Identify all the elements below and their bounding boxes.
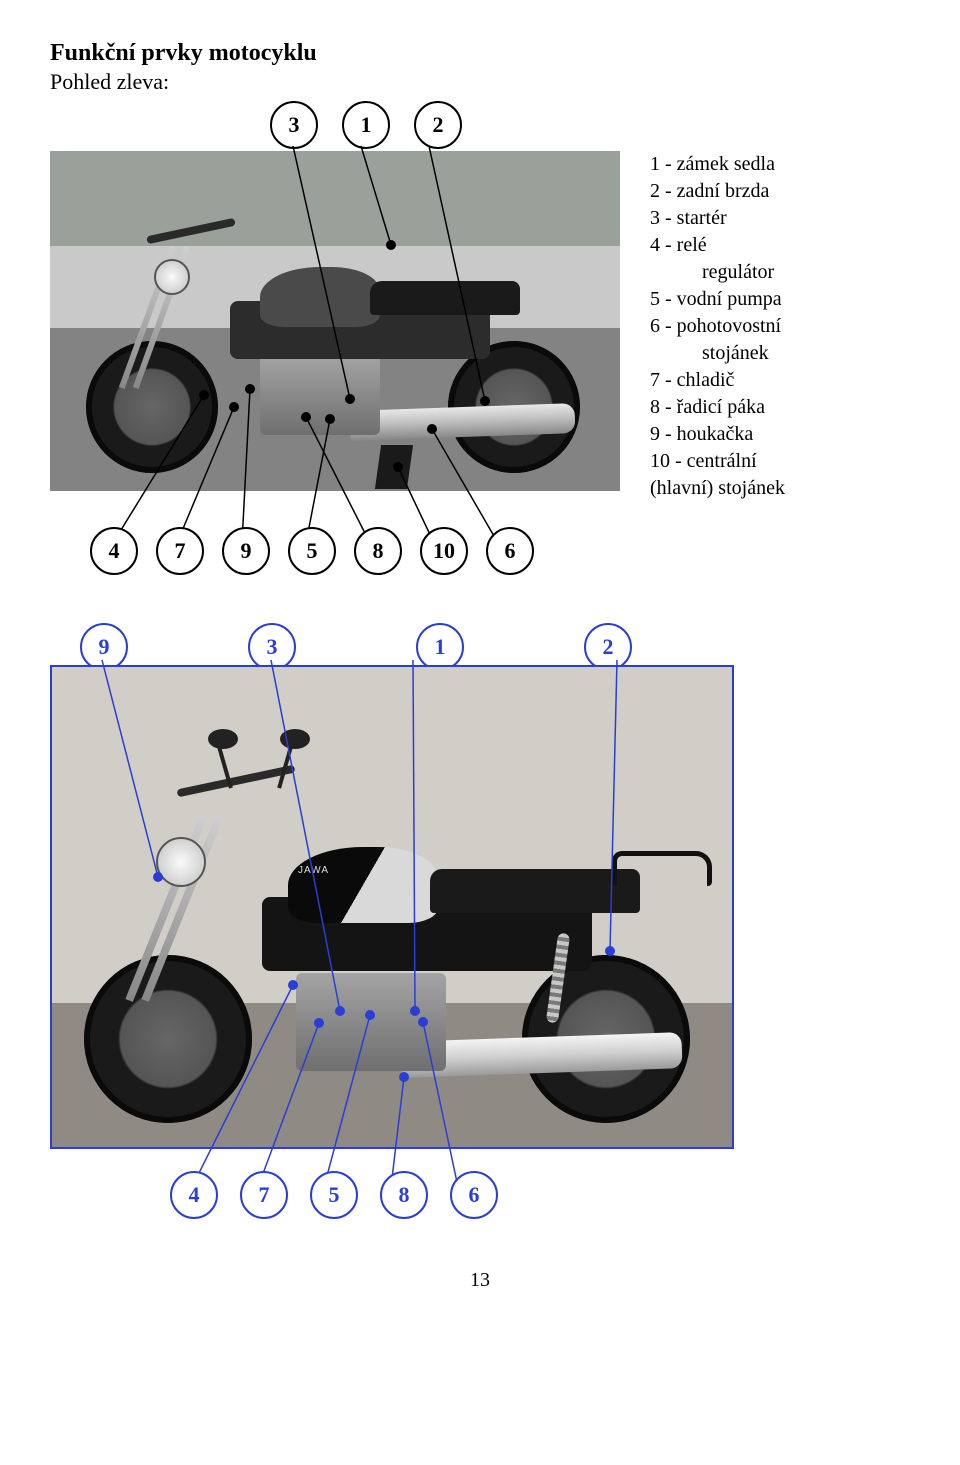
- callout-bubble: 7: [240, 1171, 288, 1219]
- section-heading: Funkční prvky motocyklu: [50, 40, 910, 67]
- callout-bubble: 9: [222, 527, 270, 575]
- legend-item: 9 - houkačka: [650, 421, 785, 448]
- callout-bubble: 2: [414, 101, 462, 149]
- legend-item: 1 - zámek sedla: [650, 151, 785, 178]
- callout-bubble: 3: [248, 623, 296, 671]
- figure-a-top-bubbles: 3 1 2: [270, 101, 462, 149]
- legend-item: 7 - chladič: [650, 367, 785, 394]
- callout-bubble: 5: [310, 1171, 358, 1219]
- legend-item: 5 - vodní pumpa: [650, 286, 785, 313]
- figure-bottom: 9 3 1 2 JAWA: [50, 615, 910, 1245]
- callout-bubble: 6: [486, 527, 534, 575]
- callout-bubble: 9: [80, 623, 128, 671]
- callout-bubble: 5: [288, 527, 336, 575]
- figure-a-bottom-bubbles: 4 7 9 5 8 10 6: [90, 527, 534, 575]
- callout-bubble: 10: [420, 527, 468, 575]
- legend-item: 3 - startér: [650, 205, 785, 232]
- section-subheading: Pohled zleva:: [50, 69, 910, 95]
- legend-item: 4 - relé: [650, 232, 785, 259]
- legend-list: 1 - zámek sedla 2 - zadní brzda 3 - star…: [650, 151, 785, 502]
- figure-b-top-bubbles: 9 3 1 2: [80, 623, 632, 671]
- callout-bubble: 3: [270, 101, 318, 149]
- legend-item: 8 - řadicí páka: [650, 394, 785, 421]
- callout-bubble: 1: [342, 101, 390, 149]
- callout-bubble: 4: [170, 1171, 218, 1219]
- legend-item: 6 - pohotovostní: [650, 313, 785, 340]
- legend-item: 2 - zadní brzda: [650, 178, 785, 205]
- motorcycle-photo-top: [50, 151, 620, 491]
- motorcycle-photo-bottom: JAWA: [50, 665, 734, 1149]
- callout-bubble: 7: [156, 527, 204, 575]
- legend-item: regulátor: [650, 259, 785, 286]
- callout-bubble: 2: [584, 623, 632, 671]
- legend-item: 10 - centrální: [650, 448, 785, 475]
- figure-top: 3 1 2 1 - zámek sedla 2 - zadní brzda 3 …: [50, 101, 910, 591]
- callout-bubble: 4: [90, 527, 138, 575]
- legend-item: (hlavní) stojánek: [650, 475, 785, 502]
- callout-bubble: 8: [380, 1171, 428, 1219]
- callout-bubble: 1: [416, 623, 464, 671]
- legend-item: stojánek: [650, 340, 785, 367]
- callout-bubble: 6: [450, 1171, 498, 1219]
- figure-b-bottom-bubbles: 4 7 5 8 6: [170, 1171, 498, 1219]
- callout-bubble: 8: [354, 527, 402, 575]
- page-number: 13: [50, 1269, 910, 1292]
